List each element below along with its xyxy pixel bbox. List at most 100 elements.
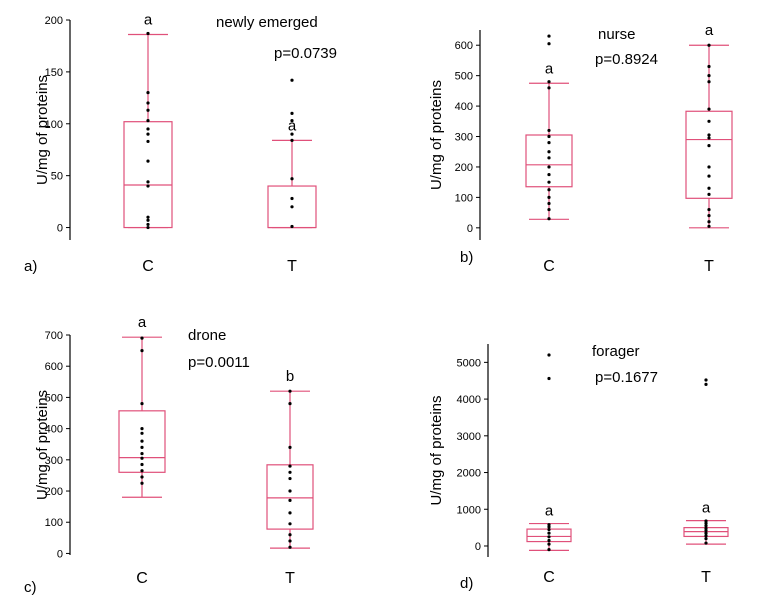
data-point xyxy=(146,31,150,36)
y-tick-label: 3000 xyxy=(457,431,481,443)
data-point xyxy=(146,215,150,219)
data-point xyxy=(547,80,551,84)
data-point xyxy=(140,469,144,473)
data-point xyxy=(707,43,711,47)
data-point xyxy=(146,225,150,230)
y-tick-label: 0 xyxy=(57,223,63,235)
data-point xyxy=(707,186,711,190)
data-point xyxy=(704,541,708,545)
data-point xyxy=(146,222,150,227)
category-label: T xyxy=(704,258,714,275)
data-point xyxy=(707,136,711,140)
data-point xyxy=(704,526,708,530)
data-point xyxy=(547,535,551,539)
y-tick-label: 200 xyxy=(45,486,63,498)
data-point xyxy=(288,533,292,537)
data-point xyxy=(547,128,551,133)
significance-letter: a xyxy=(705,22,714,39)
panel-label: d) xyxy=(460,575,473,592)
category-label: C xyxy=(136,570,148,587)
data-point xyxy=(146,108,150,112)
panel-label: c) xyxy=(24,579,37,595)
significance-letter: a xyxy=(288,117,297,134)
category-label: T xyxy=(287,258,297,275)
data-point xyxy=(547,86,551,90)
y-tick-label: 0 xyxy=(475,541,481,553)
y-tick-label: 600 xyxy=(455,40,473,52)
data-point xyxy=(288,445,292,449)
data-point xyxy=(707,74,711,78)
significance-letter: a xyxy=(144,12,153,29)
category-label: T xyxy=(701,569,711,586)
p-value-label: p=0.0739 xyxy=(274,45,337,62)
data-point xyxy=(290,111,294,115)
significance-letter: a xyxy=(702,500,711,517)
data-point xyxy=(140,451,144,456)
data-point xyxy=(707,207,711,212)
data-point xyxy=(547,538,551,543)
data-point xyxy=(547,172,551,177)
y-tick-label: 4000 xyxy=(457,394,481,406)
data-point xyxy=(146,101,150,105)
data-point xyxy=(547,217,551,221)
box xyxy=(685,110,733,199)
data-point xyxy=(288,511,292,515)
category-label: C xyxy=(142,258,154,275)
panel-title: drone xyxy=(188,327,226,344)
data-point xyxy=(140,439,144,443)
y-tick-label: 200 xyxy=(455,162,473,174)
data-point xyxy=(290,78,294,82)
data-point xyxy=(547,156,551,160)
data-point xyxy=(704,519,708,523)
data-point xyxy=(547,376,551,381)
data-point xyxy=(707,192,711,196)
y-tick-label: 5000 xyxy=(457,357,481,369)
data-point xyxy=(140,431,144,435)
data-point xyxy=(140,402,144,406)
data-point xyxy=(707,144,711,148)
data-point xyxy=(288,489,292,493)
data-point xyxy=(704,521,708,525)
y-tick-label: 0 xyxy=(57,548,63,560)
data-point xyxy=(146,91,150,95)
data-point xyxy=(547,525,551,529)
data-point xyxy=(288,464,292,468)
data-point xyxy=(547,188,551,192)
data-point xyxy=(547,165,551,169)
data-point xyxy=(707,220,711,224)
p-value-label: p=0.0011 xyxy=(188,354,250,371)
y-tick-label: 600 xyxy=(45,361,63,373)
data-point xyxy=(707,214,711,218)
significance-letter: a xyxy=(138,314,147,331)
p-value-label: p=0.8924 xyxy=(595,51,658,68)
category-label: T xyxy=(285,570,295,587)
box xyxy=(123,121,173,229)
data-point xyxy=(146,139,150,144)
y-tick-label: 500 xyxy=(455,71,473,83)
data-point xyxy=(547,150,551,154)
data-point xyxy=(140,349,144,353)
data-point xyxy=(704,382,708,386)
category-label: C xyxy=(543,569,555,586)
data-point xyxy=(547,353,551,357)
data-point xyxy=(704,534,708,538)
data-point xyxy=(290,177,294,181)
significance-letter: a xyxy=(545,503,554,520)
data-point xyxy=(547,548,551,552)
data-point xyxy=(290,205,294,209)
data-point xyxy=(707,107,711,111)
data-point xyxy=(146,127,150,131)
data-point xyxy=(146,119,150,123)
data-point xyxy=(707,64,711,69)
data-point xyxy=(707,80,711,84)
data-point xyxy=(288,522,292,526)
data-point xyxy=(140,427,144,431)
data-point xyxy=(140,336,144,340)
box xyxy=(266,464,314,530)
y-tick-label: 300 xyxy=(45,455,63,467)
panel-label: b) xyxy=(460,249,473,266)
y-axis-label: U/mg of proteins xyxy=(34,390,51,500)
data-point xyxy=(290,119,294,123)
significance-letter: a xyxy=(545,60,554,77)
p-value-label: p=0.1677 xyxy=(595,369,658,386)
